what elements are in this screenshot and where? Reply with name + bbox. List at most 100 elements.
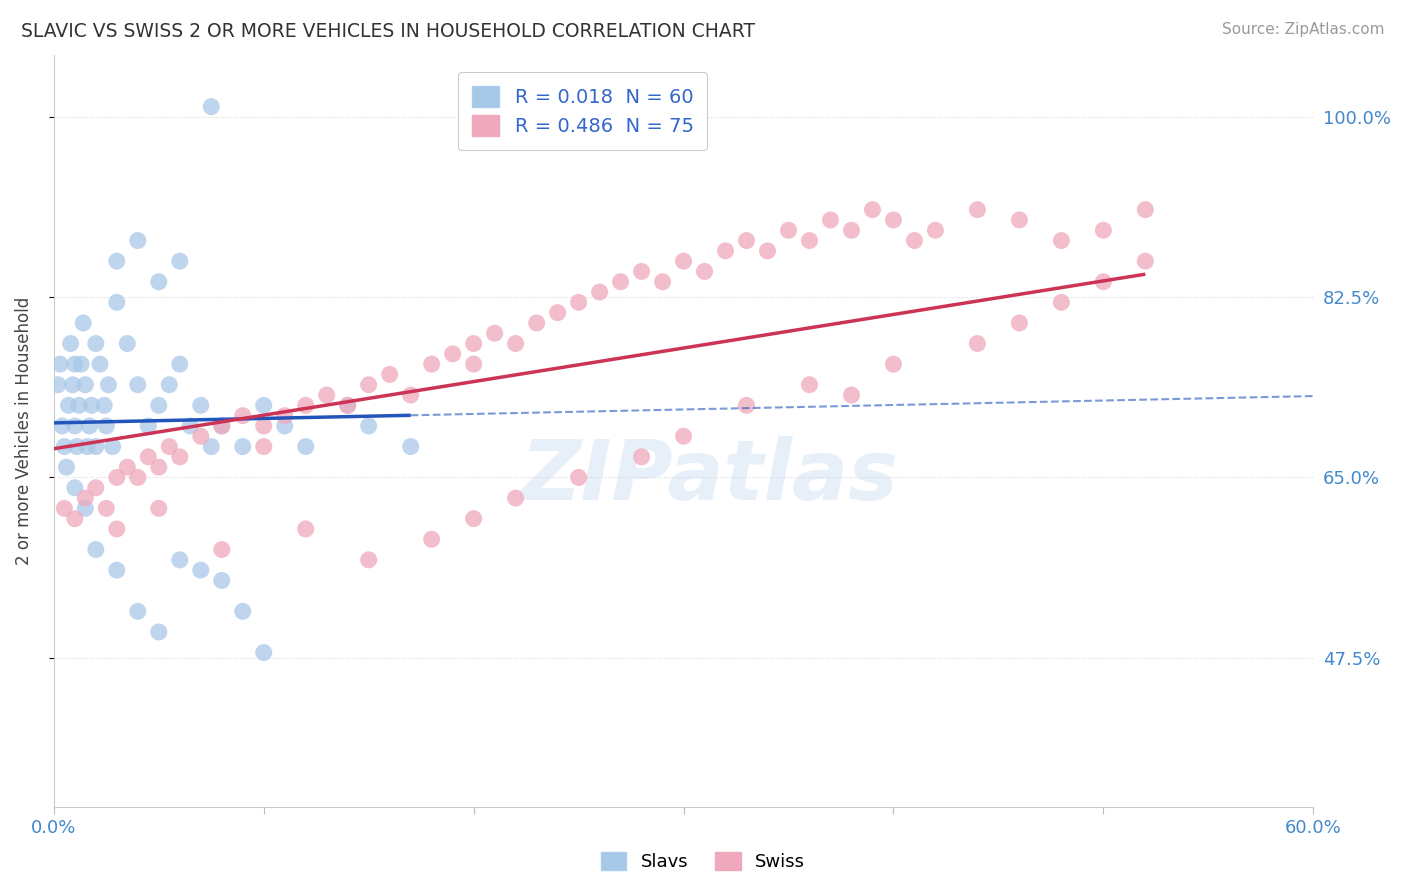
Point: [232, 440, 254, 454]
Point: [232, 604, 254, 618]
Point: [735, 398, 758, 412]
Point: [63, 481, 86, 495]
Point: [862, 202, 884, 217]
Point: [148, 501, 170, 516]
Point: [778, 223, 800, 237]
Point: [211, 419, 233, 434]
Point: [756, 244, 779, 258]
Point: [1008, 213, 1031, 227]
Point: [253, 419, 276, 434]
Point: [105, 563, 128, 577]
Point: [651, 275, 673, 289]
Point: [253, 398, 276, 412]
Point: [117, 460, 139, 475]
Point: [211, 574, 233, 588]
Point: [169, 357, 191, 371]
Point: [294, 440, 316, 454]
Point: [105, 254, 128, 268]
Point: [169, 254, 191, 268]
Point: [378, 368, 401, 382]
Point: [315, 388, 337, 402]
Point: [714, 244, 737, 258]
Point: [105, 522, 128, 536]
Point: [882, 357, 904, 371]
Point: [1050, 295, 1073, 310]
Point: [79, 419, 101, 434]
Point: [463, 357, 485, 371]
Point: [1092, 223, 1115, 237]
Point: [75, 491, 97, 505]
Point: [799, 377, 821, 392]
Point: [630, 450, 652, 464]
Point: [441, 347, 464, 361]
Point: [253, 646, 276, 660]
Point: [75, 501, 97, 516]
Point: [84, 542, 107, 557]
Point: [1008, 316, 1031, 330]
Point: [127, 604, 149, 618]
Point: [70, 357, 93, 371]
Point: [75, 377, 97, 392]
Point: [399, 388, 422, 402]
Point: [46, 377, 69, 392]
Point: [89, 357, 111, 371]
Point: [63, 357, 86, 371]
Point: [820, 213, 842, 227]
Text: ZIPatlas: ZIPatlas: [520, 435, 897, 516]
Point: [96, 501, 118, 516]
Point: [190, 398, 212, 412]
Text: SLAVIC VS SWISS 2 OR MORE VEHICLES IN HOUSEHOLD CORRELATION CHART: SLAVIC VS SWISS 2 OR MORE VEHICLES IN HO…: [21, 22, 755, 41]
Point: [80, 398, 103, 412]
Point: [588, 285, 610, 299]
Point: [96, 419, 118, 434]
Point: [211, 542, 233, 557]
Point: [148, 398, 170, 412]
Point: [84, 336, 107, 351]
Point: [179, 419, 201, 434]
Point: [136, 450, 159, 464]
Point: [232, 409, 254, 423]
Point: [53, 501, 76, 516]
Point: [463, 511, 485, 525]
Point: [148, 624, 170, 639]
Point: [274, 409, 297, 423]
Point: [336, 398, 359, 412]
Point: [903, 234, 925, 248]
Legend: R = 0.018  N = 60, R = 0.486  N = 75: R = 0.018 N = 60, R = 0.486 N = 75: [458, 72, 707, 150]
Point: [484, 326, 506, 341]
Point: [799, 234, 821, 248]
Point: [420, 533, 443, 547]
Point: [1135, 202, 1157, 217]
Point: [568, 295, 591, 310]
Point: [357, 419, 380, 434]
Point: [105, 470, 128, 484]
Point: [148, 275, 170, 289]
Point: [924, 223, 946, 237]
Point: [127, 470, 149, 484]
Point: [253, 440, 276, 454]
Point: [672, 254, 695, 268]
Point: [505, 336, 527, 351]
Point: [101, 440, 124, 454]
Point: [136, 419, 159, 434]
Point: [966, 336, 988, 351]
Point: [274, 419, 297, 434]
Point: [200, 100, 222, 114]
Point: [336, 398, 359, 412]
Point: [66, 440, 89, 454]
Point: [84, 481, 107, 495]
Point: [127, 234, 149, 248]
Point: [63, 419, 86, 434]
Point: [53, 440, 76, 454]
Point: [200, 440, 222, 454]
Point: [169, 553, 191, 567]
Point: [58, 398, 80, 412]
Legend: Slavs, Swiss: Slavs, Swiss: [593, 845, 813, 879]
Point: [127, 377, 149, 392]
Point: [59, 336, 82, 351]
Point: [148, 460, 170, 475]
Point: [882, 213, 904, 227]
Point: [55, 460, 77, 475]
Point: [630, 264, 652, 278]
Point: [157, 440, 180, 454]
